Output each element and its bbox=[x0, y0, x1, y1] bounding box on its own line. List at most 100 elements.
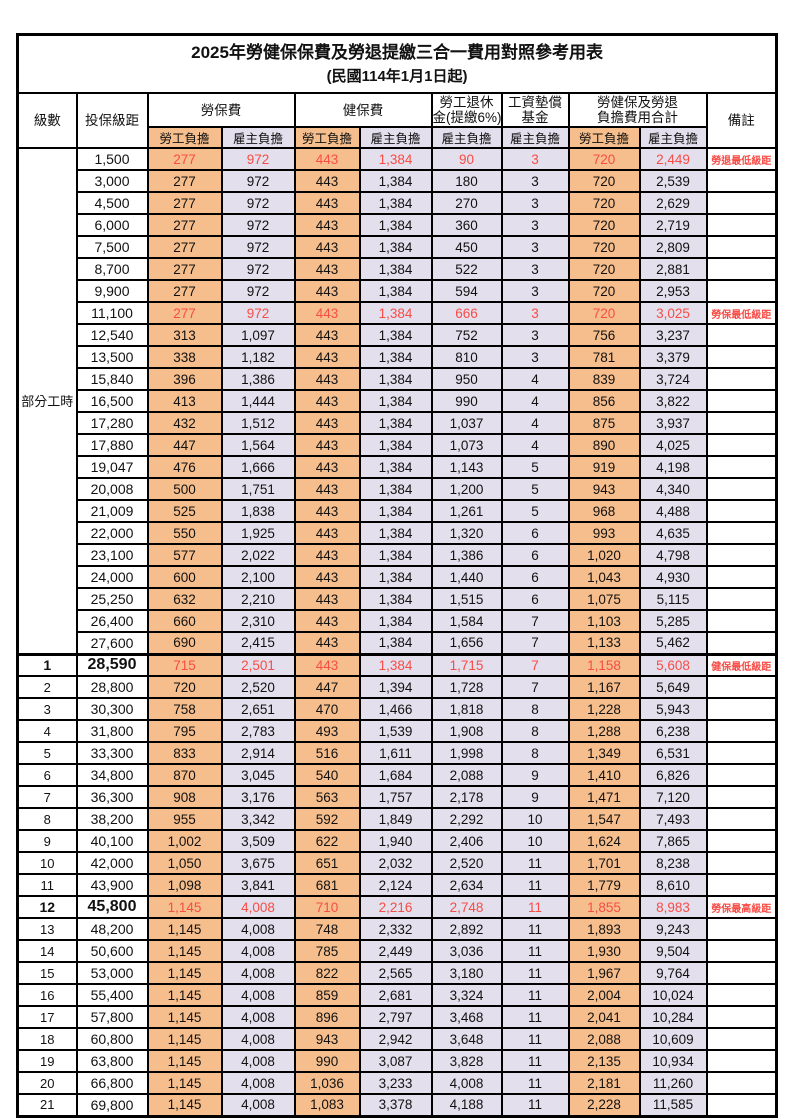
remark-cell bbox=[705, 741, 778, 765]
value-cell: 11 bbox=[500, 1071, 570, 1095]
table-row: 1 28,590 715 2,501 443 1,384 1,715 7 1,158 5,608 健… bbox=[16, 652, 778, 677]
value-cell: 3,841 bbox=[220, 873, 296, 897]
total-header-line1: 勞健保及勞退 bbox=[597, 95, 678, 110]
value-cell: 9 bbox=[500, 785, 570, 809]
value-cell: 2,032 bbox=[358, 851, 433, 875]
value-cell: 443 bbox=[293, 543, 361, 567]
value-cell: 277 bbox=[146, 191, 223, 215]
wage-fund-header-line1: 工資墊償 bbox=[508, 95, 562, 110]
level-cell: 15 bbox=[16, 961, 78, 985]
value-cell: 1,701 bbox=[567, 851, 641, 875]
value-cell: 11 bbox=[500, 917, 570, 941]
value-cell: 4,008 bbox=[220, 983, 296, 1007]
value-cell: 180 bbox=[430, 169, 503, 193]
value-cell: 3,724 bbox=[638, 367, 708, 391]
value-cell: 720 bbox=[146, 675, 223, 699]
value-cell: 890 bbox=[567, 433, 641, 457]
salary-cell: 28,590 bbox=[75, 652, 149, 677]
value-cell: 1,512 bbox=[220, 411, 296, 435]
value-cell: 1,073 bbox=[430, 433, 503, 457]
premium-reference-table: 2025年勞健保保費及勞退提繳三合一費用對照參考用表 (民國114年1月1日起)… bbox=[16, 33, 779, 1118]
value-cell: 2,942 bbox=[358, 1027, 433, 1051]
value-cell: 1,779 bbox=[567, 873, 641, 897]
table-row: 4,500 277 972 443 1,384 270 3 720 2,629 bbox=[18, 191, 778, 215]
table-row: 13,500 338 1,182 443 1,384 810 3 781 3,379 bbox=[18, 345, 778, 369]
remark-cell bbox=[705, 609, 778, 633]
value-cell: 525 bbox=[146, 499, 223, 523]
value-cell: 1,384 bbox=[358, 323, 433, 347]
value-cell: 592 bbox=[293, 807, 361, 831]
value-cell: 1,200 bbox=[430, 477, 503, 501]
value-cell: 3,822 bbox=[638, 389, 708, 413]
value-cell: 443 bbox=[293, 147, 361, 171]
value-cell: 5,608 bbox=[638, 652, 708, 677]
salary-cell: 50,600 bbox=[75, 939, 149, 963]
value-cell: 2,681 bbox=[358, 983, 433, 1007]
value-cell: 443 bbox=[293, 191, 361, 215]
salary-cell: 11,100 bbox=[75, 301, 149, 325]
part-time-merged-cell: 部分工時 bbox=[16, 147, 78, 655]
value-cell: 660 bbox=[146, 609, 223, 633]
value-cell: 1,384 bbox=[358, 235, 433, 259]
value-cell: 1,855 bbox=[567, 895, 641, 919]
col-header-labor-insurance: 勞保費 bbox=[146, 92, 296, 128]
level-cell: 17 bbox=[16, 1005, 78, 1029]
subheader-wage-fund-employer: 雇主負擔 bbox=[500, 126, 570, 149]
salary-cell: 1,500 bbox=[75, 147, 149, 171]
level-cell: 6 bbox=[16, 763, 78, 787]
value-cell: 443 bbox=[293, 323, 361, 347]
value-cell: 4,008 bbox=[220, 1071, 296, 1095]
level-cell: 12 bbox=[16, 895, 78, 919]
value-cell: 443 bbox=[293, 455, 361, 479]
value-cell: 2,783 bbox=[220, 719, 296, 743]
salary-cell: 53,000 bbox=[75, 961, 149, 985]
salary-cell: 27,600 bbox=[75, 631, 149, 655]
salary-cell: 16,500 bbox=[75, 389, 149, 413]
table-row: 20,008 500 1,751 443 1,384 1,200 5 943 4,340 bbox=[18, 477, 778, 501]
remark-cell bbox=[705, 1071, 778, 1095]
value-cell: 10,934 bbox=[638, 1049, 708, 1073]
value-cell: 4,198 bbox=[638, 455, 708, 479]
col-header-health-insurance: 健保費 bbox=[293, 92, 433, 128]
value-cell: 715 bbox=[146, 652, 223, 677]
remark-cell bbox=[705, 719, 778, 743]
salary-cell: 6,000 bbox=[75, 213, 149, 237]
table-row: 19,047 476 1,666 443 1,384 1,143 5 919 4,198 bbox=[18, 455, 778, 479]
value-cell: 4,798 bbox=[638, 543, 708, 567]
value-cell: 7 bbox=[500, 609, 570, 633]
value-cell: 2,539 bbox=[638, 169, 708, 193]
value-cell: 3,176 bbox=[220, 785, 296, 809]
remark-cell bbox=[705, 1049, 778, 1073]
value-cell: 3 bbox=[500, 191, 570, 215]
value-cell: 11,585 bbox=[638, 1093, 708, 1117]
remark-cell bbox=[705, 235, 778, 259]
salary-cell: 28,800 bbox=[75, 675, 149, 699]
value-cell: 2,088 bbox=[430, 763, 503, 787]
value-cell: 2,520 bbox=[430, 851, 503, 875]
value-cell: 2,135 bbox=[567, 1049, 641, 1073]
value-cell: 968 bbox=[567, 499, 641, 523]
value-cell: 3 bbox=[500, 257, 570, 281]
value-cell: 1,103 bbox=[567, 609, 641, 633]
title-row: 2025年勞健保保費及勞退提繳三合一費用對照參考用表 (民國114年1月1日起) bbox=[16, 33, 778, 94]
salary-cell: 9,900 bbox=[75, 279, 149, 303]
col-header-total: 勞健保及勞退 負擔費用合計 bbox=[567, 92, 708, 128]
value-cell: 1,818 bbox=[430, 697, 503, 721]
value-cell: 1,728 bbox=[430, 675, 503, 699]
value-cell: 11 bbox=[500, 1093, 570, 1117]
value-cell: 822 bbox=[293, 961, 361, 985]
value-cell: 993 bbox=[567, 521, 641, 545]
level-cell: 16 bbox=[16, 983, 78, 1007]
level-cell: 20 bbox=[16, 1071, 78, 1095]
salary-cell: 66,800 bbox=[75, 1071, 149, 1095]
subheader-labor-employer: 雇主負擔 bbox=[220, 126, 296, 149]
value-cell: 972 bbox=[220, 213, 296, 237]
value-cell: 943 bbox=[293, 1027, 361, 1051]
value-cell: 1,228 bbox=[567, 697, 641, 721]
value-cell: 1,384 bbox=[358, 257, 433, 281]
remark-cell bbox=[705, 543, 778, 567]
value-cell: 6,826 bbox=[638, 763, 708, 787]
value-cell: 752 bbox=[430, 323, 503, 347]
value-cell: 720 bbox=[567, 235, 641, 259]
value-cell: 313 bbox=[146, 323, 223, 347]
